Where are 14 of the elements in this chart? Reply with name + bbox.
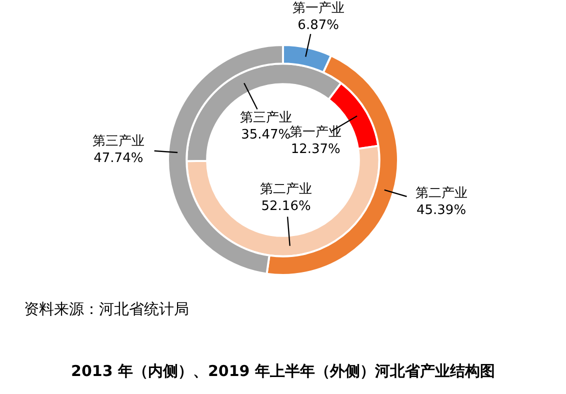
slice-label: 第三产业 [92, 134, 144, 149]
category-label: 第一产业 [290, 124, 342, 140]
text: 2013 年（内侧）、2019 年上半年（外侧）河北省产业结构图 [70, 362, 496, 381]
text: 资料来源：河北省统计局 [24, 300, 189, 319]
slice-label: 第二产业 [415, 186, 468, 201]
data-label: 52.16% [261, 199, 311, 214]
slice-label: 第二产业 [260, 182, 312, 198]
data-label: 12.37% [290, 142, 340, 157]
data-label: 6.87% [298, 18, 339, 33]
data-label: 45.39% [416, 202, 466, 218]
slice-label: 第三产业 [240, 110, 292, 126]
data-label: 35.47% [241, 128, 291, 143]
data-label: 47.74% [94, 150, 144, 166]
slice-label: 第一产业 [292, 0, 344, 16]
